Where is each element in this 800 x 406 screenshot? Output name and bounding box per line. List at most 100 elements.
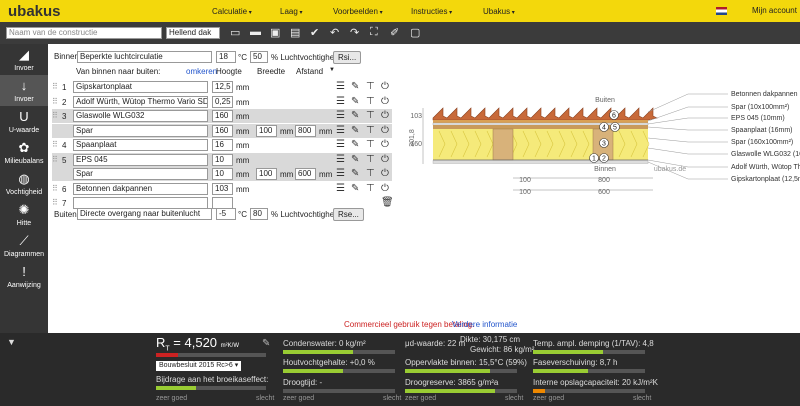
row-icon[interactable]: ✎	[351, 95, 360, 107]
logo[interactable]: ubakus	[8, 3, 61, 20]
reverse-link[interactable]: omkeren	[186, 67, 218, 76]
row-icon[interactable]: ✎	[351, 153, 360, 165]
row-icon[interactable]: ⏻	[381, 110, 389, 121]
material-select[interactable]: Gipskartonplaat	[73, 81, 208, 93]
results-panel: ▼ RT = 4,520 m²K/W ✎ Bouwbesluit 2015 Rc…	[0, 333, 800, 406]
height-input[interactable]: 160	[212, 124, 233, 137]
notice-link[interactable]: Verdere informatie	[452, 320, 518, 329]
rsi-button[interactable]: Rsi...	[333, 51, 362, 64]
spacing-input[interactable]: 800	[295, 124, 316, 137]
tool-icon[interactable]: ▢	[410, 27, 421, 39]
material-select[interactable]: Spar	[73, 124, 208, 137]
tool-icon[interactable]: ▭	[230, 27, 241, 39]
column-header[interactable]: Afstand	[296, 67, 324, 76]
material-select[interactable]: Glaswolle WLG032	[73, 110, 208, 122]
width-input[interactable]: 100	[256, 124, 277, 137]
row-icon[interactable]: ✎	[351, 81, 360, 92]
row-icon[interactable]: ⏻	[381, 139, 389, 150]
tool-icon[interactable]: ↶	[330, 27, 340, 39]
tool-icon[interactable]: ▣	[270, 27, 281, 39]
row-icon[interactable]: ✎	[351, 110, 360, 121]
row-icon[interactable]: ⊤	[366, 168, 375, 179]
tool-icon[interactable]: ✔	[310, 27, 320, 39]
rse-button[interactable]: Rse...	[333, 208, 364, 221]
row-icon[interactable]: ☰	[336, 110, 345, 121]
menu-item[interactable]: Calculatie ▾	[212, 7, 252, 16]
menu-item[interactable]: Laag ▾	[280, 7, 303, 16]
name-input[interactable]: Naam van de constructie	[6, 27, 162, 39]
row-icon[interactable]: 🗑	[381, 197, 394, 208]
row-icon[interactable]: ☰	[336, 81, 345, 92]
material-select[interactable]: Spaanplaat	[73, 139, 208, 151]
height-input[interactable]: 10	[212, 168, 233, 180]
inside-temperature[interactable]: 18	[216, 51, 236, 63]
sidebar-item[interactable]: ◍ Vochtigheid	[0, 168, 48, 199]
material-select[interactable]: Spar	[73, 168, 208, 180]
width-input[interactable]: 100	[256, 168, 277, 180]
tool-icon[interactable]: ✎	[262, 338, 271, 349]
standard-select[interactable]: Bouwbesluit 2015 Rc>6 ▾	[156, 361, 242, 371]
tool-icon[interactable]: ⛶	[370, 26, 378, 38]
row-icon[interactable]: ☰	[336, 182, 345, 194]
account[interactable]: Mijn account	[752, 6, 797, 15]
height-input[interactable]: 0,25	[212, 95, 233, 108]
menu-item[interactable]: Voorbeelden ▾	[333, 7, 383, 16]
menu-item[interactable]: Instructies ▾	[411, 7, 453, 16]
row-icon[interactable]: ☰	[336, 124, 345, 136]
row-icon[interactable]: ⊤	[366, 182, 375, 194]
menu-item[interactable]: Ubakus ▾	[483, 7, 515, 16]
type-select[interactable]: Hellend dak	[166, 27, 220, 39]
sidebar-item[interactable]: ✿ Milieubalans	[0, 137, 48, 168]
row-icon[interactable]: ⏻	[381, 168, 389, 179]
tool-icon[interactable]: ↷	[350, 27, 360, 39]
height-input[interactable]: 103	[212, 182, 233, 195]
row-icon[interactable]: ⏻	[381, 153, 389, 165]
row-icon[interactable]: ⊤	[366, 124, 375, 136]
flag[interactable]	[716, 7, 727, 15]
height-input[interactable]: 16	[212, 139, 233, 151]
row-icon[interactable]: ⊤	[366, 110, 375, 121]
sidebar-item[interactable]: U U-waarde	[0, 106, 48, 137]
material-select[interactable]: Adolf Würth, Wütop Thermo Vario SD	[73, 95, 208, 108]
marker	[609, 110, 619, 120]
tool-icon[interactable]: ✐	[390, 27, 400, 39]
inside-climate[interactable]: Beperkte luchtcirculatie	[77, 51, 212, 63]
sidebar-item[interactable]: ↓ Invoer	[0, 75, 48, 106]
sidebar-icon: ↓	[20, 78, 28, 93]
row-icon[interactable]: ⊤	[366, 95, 375, 107]
collapse-arrow[interactable]: ▼	[7, 337, 16, 347]
height-input[interactable]: 10	[212, 153, 233, 166]
height-input[interactable]: 160	[212, 110, 233, 122]
row-icon[interactable]: ⏻	[381, 124, 389, 136]
row-icon[interactable]: ☰	[336, 95, 345, 107]
row-icon[interactable]: ☰	[336, 153, 345, 165]
material-select[interactable]: Betonnen dakpannen	[73, 182, 208, 195]
sidebar-item[interactable]: ! Aanwijzing	[0, 261, 48, 292]
leader-line	[647, 147, 728, 155]
spacing-input[interactable]: 600	[295, 168, 316, 180]
inside-humidity[interactable]: 50	[250, 51, 268, 63]
outside-humidity[interactable]: 80	[250, 208, 268, 220]
row-icon[interactable]: ⏻	[381, 81, 389, 92]
outside-temperature[interactable]: -5	[216, 208, 236, 220]
sidebar-item[interactable]: ◢ Invoer	[0, 44, 48, 75]
row-icon[interactable]: ☰	[336, 139, 345, 150]
height-input[interactable]: 12,5	[212, 81, 233, 93]
row-icon[interactable]: ⊤	[366, 81, 375, 92]
row-icon[interactable]: ✎	[351, 182, 360, 194]
row-icon[interactable]: ⊤	[366, 153, 375, 165]
row-icon[interactable]: ✎	[351, 124, 360, 136]
row-icon[interactable]: ✎	[351, 168, 360, 179]
tool-icon[interactable]: ▬	[250, 26, 261, 38]
legend-label: Adolf Würth, Wütop Thermo Vario SD (0,25…	[731, 164, 800, 171]
sidebar-item[interactable]: ✺ Hitte	[0, 199, 48, 230]
tool-icon[interactable]: ▤	[290, 27, 301, 39]
row-icon[interactable]: ✎	[351, 139, 360, 150]
outside-climate[interactable]: Directe overgang naar buitenlucht	[77, 208, 212, 220]
row-icon[interactable]: ⊤	[366, 139, 375, 150]
material-select[interactable]: EPS 045	[73, 153, 208, 166]
row-icon[interactable]: ⏻	[381, 182, 389, 194]
sidebar-item[interactable]: ⟋ Diagrammen	[0, 230, 48, 261]
row-icon[interactable]: ☰	[336, 168, 345, 179]
row-icon[interactable]: ⏻	[381, 95, 389, 107]
